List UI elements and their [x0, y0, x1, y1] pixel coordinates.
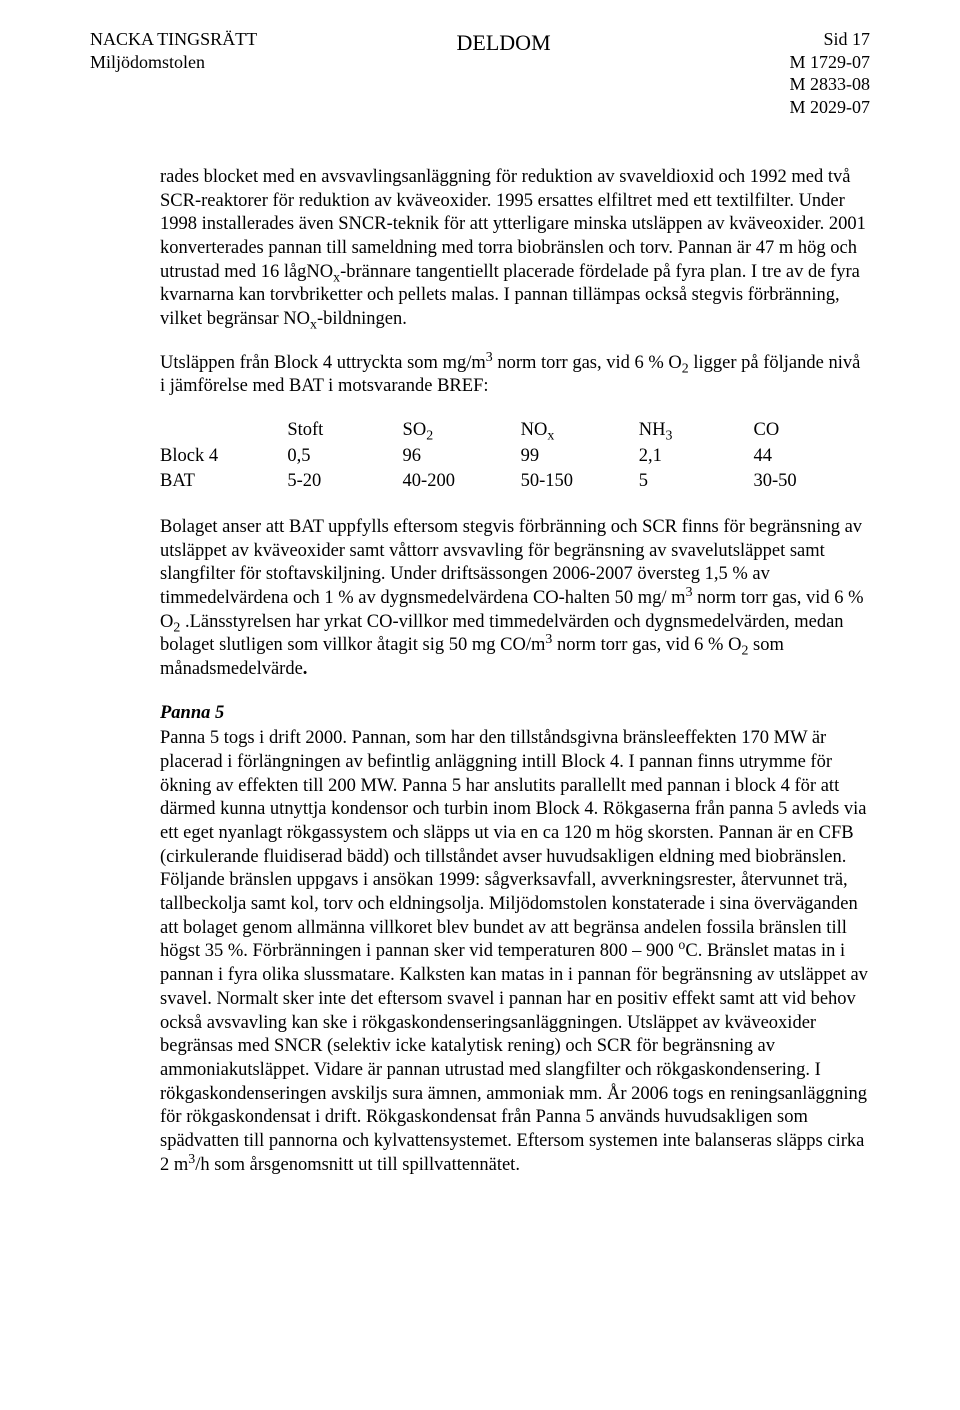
header-left: NACKA TINGSRÄTT Miljödomstolen — [90, 28, 257, 73]
paragraph-1: rades blocket med en avsvavlingsanläggni… — [160, 166, 870, 332]
text-run: Panna 5 togs i drift 2000. Pannan, som h… — [160, 728, 866, 961]
table-cell: Block 4 — [160, 445, 287, 471]
court-subdivision: Miljödomstolen — [90, 51, 257, 74]
table-cell: 44 — [754, 445, 871, 471]
subscript-x: x — [547, 429, 554, 444]
page-number: Sid 17 — [750, 28, 870, 51]
table-cell: Stoft — [287, 419, 402, 445]
table-cell: 50-150 — [521, 470, 639, 496]
table-cell: 30-50 — [754, 470, 871, 496]
court-name: NACKA TINGSRÄTT — [90, 28, 257, 51]
subscript-3: 3 — [665, 429, 672, 444]
page-header: NACKA TINGSRÄTT Miljödomstolen DELDOM Si… — [90, 28, 870, 118]
text-run: -bildningen. — [317, 309, 407, 329]
paragraph-2: Utsläppen från Block 4 uttryckta som mg/… — [160, 352, 870, 399]
text-run: norm torr gas, vid 6 % O — [552, 635, 741, 655]
emissions-table: Stoft SO2 NOx NH3 CO Block 4 0,5 96 99 2… — [160, 419, 870, 496]
superscript-3: 3 — [686, 585, 693, 600]
text-run: SO — [403, 420, 427, 440]
table-cell: NOx — [521, 419, 639, 445]
paragraph-4: Panna 5 togs i drift 2000. Pannan, som h… — [160, 727, 870, 1177]
table-cell: 2,1 — [639, 445, 754, 471]
table-cell: SO2 — [403, 419, 521, 445]
text-run: C. Bränslet matas in i pannan i fyra oli… — [160, 941, 868, 1174]
table-cell: NH3 — [639, 419, 754, 445]
paragraph-3: Bolaget anser att BAT uppfylls eftersom … — [160, 516, 870, 682]
table-row: BAT 5-20 40-200 50-150 5 30-50 — [160, 470, 870, 496]
table-cell: 0,5 — [287, 445, 402, 471]
table-cell: CO — [754, 419, 871, 445]
text-run: NO — [521, 420, 548, 440]
table-cell: 5 — [639, 470, 754, 496]
subscript-2: 2 — [426, 429, 433, 444]
table-row: Block 4 0,5 96 99 2,1 44 — [160, 445, 870, 471]
case-number-3: M 2029-07 — [750, 96, 870, 119]
table-cell: 40-200 — [403, 470, 521, 496]
superscript-3: 3 — [486, 350, 493, 365]
case-number-1: M 1729-07 — [750, 51, 870, 74]
text-run: norm torr gas, vid 6 % O — [493, 353, 682, 373]
text-run: Utsläppen från Block 4 uttryckta som mg/… — [160, 353, 486, 373]
document-type: DELDOM — [257, 28, 750, 56]
subscript-x: x — [310, 318, 317, 333]
subscript-2: 2 — [682, 361, 689, 376]
page: NACKA TINGSRÄTT Miljödomstolen DELDOM Si… — [0, 0, 960, 1410]
header-right: Sid 17 M 1729-07 M 2833-08 M 2029-07 — [750, 28, 870, 118]
document-body: rades blocket med en avsvavlingsanläggni… — [90, 166, 870, 1177]
table-cell: BAT — [160, 470, 287, 496]
text-run: NH — [639, 420, 666, 440]
case-number-2: M 2833-08 — [750, 73, 870, 96]
table-cell: 99 — [521, 445, 639, 471]
table-cell: 96 — [403, 445, 521, 471]
section-title-panna5: Panna 5 — [160, 702, 870, 726]
table-cell — [160, 419, 287, 445]
text-run-bold: . — [303, 659, 308, 679]
table-header-row: Stoft SO2 NOx NH3 CO — [160, 419, 870, 445]
table-cell: 5-20 — [287, 470, 402, 496]
text-run: /h som årsgenomsnitt ut till spillvatten… — [195, 1155, 520, 1175]
